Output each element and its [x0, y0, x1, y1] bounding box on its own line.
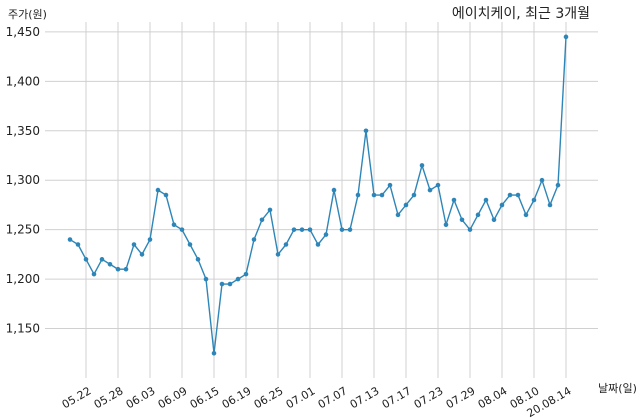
data-point — [123, 266, 129, 272]
x-tick-label: 07.29 — [444, 384, 478, 411]
data-point — [491, 217, 497, 223]
data-point — [67, 237, 73, 242]
x-tick-label: 06.19 — [220, 384, 254, 411]
data-point — [403, 202, 409, 208]
data-point — [99, 257, 105, 262]
y-tick-label: 1,450 — [6, 25, 40, 39]
data-point — [411, 192, 417, 198]
data-point — [355, 192, 361, 198]
data-point — [203, 276, 209, 282]
y-axis-label: 주가(원) — [8, 8, 47, 21]
data-point — [363, 128, 369, 134]
data-point — [387, 182, 393, 188]
x-tick-label: 06.09 — [156, 384, 190, 411]
data-point — [251, 237, 257, 242]
data-point — [211, 350, 217, 356]
data-point — [91, 271, 97, 277]
data-point — [139, 252, 145, 257]
data-point — [107, 261, 113, 267]
x-tick-label: 07.23 — [412, 384, 446, 411]
data-point — [419, 163, 425, 168]
data-point — [299, 227, 305, 232]
data-point — [195, 257, 201, 262]
data-point — [395, 212, 401, 218]
y-tick-label: 1,250 — [6, 223, 40, 237]
data-point — [115, 266, 121, 272]
data-point — [163, 192, 169, 198]
x-tick-label: 07.17 — [380, 384, 414, 411]
data-point — [475, 212, 481, 218]
data-point — [563, 34, 569, 40]
data-point — [547, 202, 553, 208]
data-point — [483, 197, 489, 203]
y-tick-label: 1,150 — [6, 322, 40, 336]
data-point — [339, 227, 345, 232]
data-point — [187, 242, 193, 247]
data-point — [507, 192, 513, 198]
data-point — [155, 187, 161, 193]
data-point — [459, 217, 465, 223]
data-point — [147, 237, 153, 242]
data-point — [531, 197, 537, 203]
data-point — [347, 227, 353, 232]
tick-labels: 1,150 1,200 1,250 1,300 1,350 1,400 1,450 05.22… — [6, 25, 574, 419]
data-point — [555, 182, 561, 188]
data-point — [427, 187, 433, 193]
y-tick-label: 1,200 — [6, 272, 40, 286]
x-tick-label: 07.07 — [316, 384, 350, 411]
data-point — [235, 276, 241, 282]
data-point — [499, 202, 505, 208]
data-point — [323, 232, 329, 237]
x-tick-label: 07.13 — [348, 384, 382, 411]
data-point — [227, 281, 233, 287]
x-tick-label: 07.01 — [284, 384, 318, 411]
x-tick-label: 05.22 — [60, 384, 94, 411]
data-point — [443, 222, 449, 228]
grid — [45, 22, 598, 378]
data-point — [371, 192, 377, 198]
data-point — [131, 242, 137, 247]
y-tick-label: 1,350 — [6, 124, 40, 138]
data-point — [179, 227, 185, 232]
x-tick-label: 06.15 — [188, 384, 222, 411]
data-point — [267, 207, 273, 213]
data-point — [259, 217, 265, 223]
data-point — [219, 281, 225, 287]
data-point — [451, 197, 457, 203]
x-tick-label: 06.25 — [252, 384, 286, 411]
data-point — [467, 227, 473, 232]
x-axis-label: 날짜(일) — [598, 381, 637, 395]
data-point — [283, 242, 289, 247]
series-line-group — [67, 34, 569, 356]
data-point — [75, 242, 81, 247]
x-tick-label: 05.28 — [92, 384, 126, 411]
data-point — [83, 257, 89, 262]
chart-title: 에이치케이, 최근 3개월 — [452, 6, 590, 22]
x-tick-label: 08.04 — [476, 384, 510, 411]
x-tick-label: 06.03 — [124, 384, 158, 411]
data-point — [307, 227, 313, 232]
data-point — [171, 222, 177, 228]
data-point — [523, 212, 529, 218]
data-point — [275, 252, 281, 257]
data-point — [331, 187, 337, 193]
y-tick-label: 1,300 — [6, 173, 40, 187]
data-point — [435, 182, 441, 188]
data-point — [539, 177, 545, 183]
data-point — [515, 192, 521, 198]
data-point — [243, 271, 249, 277]
data-point — [291, 227, 297, 232]
series-line — [69, 36, 567, 354]
data-point — [379, 192, 385, 198]
data-point — [315, 242, 321, 247]
y-tick-label: 1,400 — [6, 74, 40, 88]
